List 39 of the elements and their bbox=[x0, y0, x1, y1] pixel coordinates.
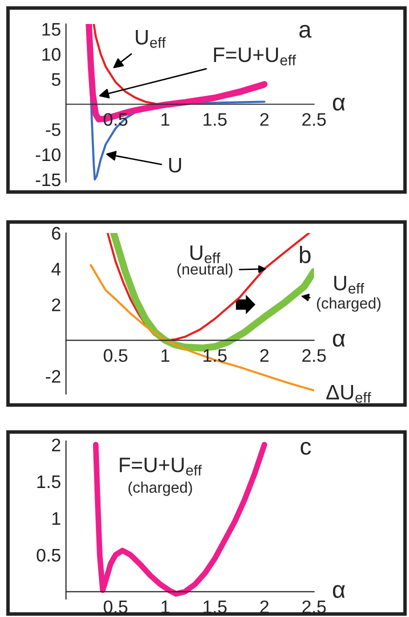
x-axis-title: α bbox=[332, 98, 345, 111]
annotation: U bbox=[169, 158, 182, 173]
annotation: U$_{eff}$ bbox=[136, 30, 166, 48]
x-tick-label: 2 bbox=[260, 349, 269, 362]
y-tick-label: 0.5 bbox=[36, 548, 60, 562]
y-tick-label: -5 bbox=[46, 123, 60, 136]
annotation: (neutral) bbox=[177, 263, 232, 278]
y-tick-label: 5 bbox=[52, 73, 60, 86]
x-axis-title: α bbox=[332, 585, 345, 598]
x-tick-label: 2.5 bbox=[302, 113, 326, 126]
x-tick-label: 1.5 bbox=[204, 349, 227, 362]
y-tick-label: 6 bbox=[52, 226, 60, 240]
x-tick-label: 1.5 bbox=[204, 113, 227, 126]
y-tick-label: 15 bbox=[42, 23, 60, 36]
y-tick-label: 1.5 bbox=[37, 476, 60, 488]
y-tick-label: -2 bbox=[46, 370, 60, 383]
y-tick-label: 10 bbox=[42, 48, 60, 61]
chart-title: a bbox=[299, 24, 312, 38]
annotation: U$_{eff}$ bbox=[190, 245, 220, 264]
y-tick-label: -10 bbox=[36, 148, 60, 162]
x-tick-label: 0.5 bbox=[104, 349, 128, 362]
annotation: (charged) bbox=[316, 297, 380, 312]
y-tick-label: 4 bbox=[52, 262, 61, 276]
text: ΔU$_{eff}$ bbox=[326, 385, 372, 403]
x-tick-label: 1 bbox=[162, 349, 170, 362]
x-tick-label: 2 bbox=[260, 113, 269, 126]
text: U$_{eff}$ bbox=[334, 276, 364, 294]
y-tick-label: -15 bbox=[36, 174, 60, 186]
chart-title: c bbox=[300, 442, 311, 455]
y-tick-label: 2 bbox=[52, 298, 60, 312]
y-tick-label: 2 bbox=[52, 438, 60, 452]
chart-title: b bbox=[300, 246, 311, 264]
y-tick-label: 1 bbox=[52, 512, 60, 525]
x-axis-title: α bbox=[332, 334, 345, 347]
annotation: F=U+U$_{eff}$ bbox=[120, 458, 202, 476]
x-tick-label: 2.5 bbox=[302, 349, 326, 362]
x-tick-label: 1 bbox=[162, 113, 170, 126]
annotation: F=U+U$_{eff}$ bbox=[214, 48, 296, 66]
annotation: (charged) bbox=[128, 482, 192, 496]
